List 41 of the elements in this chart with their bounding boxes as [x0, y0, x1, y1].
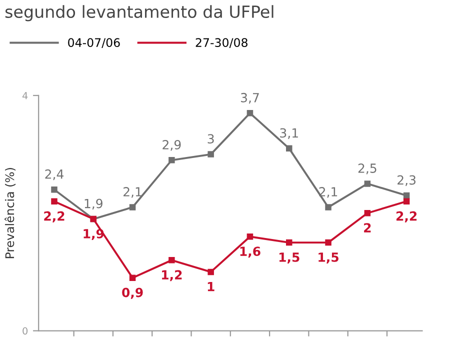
- data-label: 1,5: [279, 252, 300, 264]
- point: [246, 110, 254, 116]
- point: [129, 274, 136, 281]
- legend-label: 27-30/08: [196, 38, 248, 48]
- point: [168, 157, 175, 164]
- data-label: 0,9: [122, 288, 143, 299]
- data-label: 1: [208, 282, 214, 292]
- point: [246, 234, 254, 240]
- point: [286, 239, 292, 246]
- data-label: 2: [364, 223, 371, 232]
- data-label: 2,2: [396, 211, 417, 222]
- data-label: 2,1: [124, 187, 142, 198]
- data-label: 2,9: [162, 140, 181, 151]
- data-label: 3,1: [280, 128, 298, 139]
- data-label: 1,5: [318, 252, 338, 264]
- point: [325, 204, 332, 210]
- data-label: 3: [208, 134, 214, 144]
- data-label: 2,4: [45, 169, 64, 180]
- point: [51, 186, 58, 193]
- data-label: 2,5: [358, 164, 376, 174]
- data-label: 1,9: [84, 198, 102, 210]
- point: [364, 210, 371, 216]
- point: [364, 180, 371, 187]
- legend-label: 04-07/06: [68, 38, 120, 48]
- point: [403, 198, 410, 204]
- point: [129, 204, 136, 210]
- y-axis-title: Prevalência (%): [4, 168, 16, 258]
- data-label: 1,2: [162, 270, 182, 282]
- data-label: 2,3: [398, 175, 416, 186]
- point: [51, 198, 58, 204]
- point: [208, 151, 214, 158]
- chart-title: segundo levantamento da UFPel: [5, 5, 274, 22]
- point: [286, 145, 292, 152]
- data-label: 1,6: [240, 246, 260, 258]
- y-tick-label: 4: [22, 92, 28, 100]
- data-label: 2,2: [44, 211, 64, 222]
- data-label: 3,7: [240, 92, 259, 104]
- y-tick-label: 0: [22, 327, 28, 335]
- point: [168, 257, 175, 264]
- point: [208, 268, 214, 276]
- point: [325, 239, 332, 246]
